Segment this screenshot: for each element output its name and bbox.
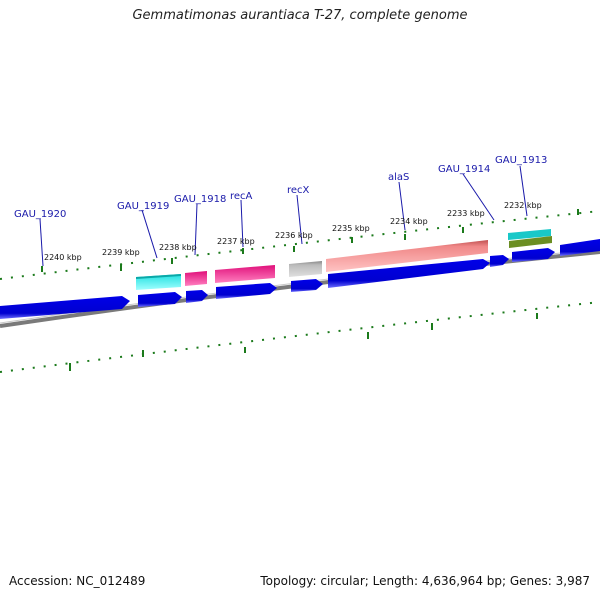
gene-label-gau-1919: GAU_1919 [117,201,169,212]
gene-labels: GAU_1920 GAU_1919 GAU_1918 recA recX ala… [14,155,547,220]
position-labels: 2240 kbp 2239 kbp 2238 kbp 2237 kbp 2236… [44,201,542,262]
gene-label-reca: recA [230,191,253,202]
cds-arrow-alas [328,259,490,288]
position-label-2239: 2239 kbp [102,248,140,257]
position-label-2238: 2238 kbp [159,243,197,252]
cds-arrow-next [560,239,600,256]
gene-label-gau-1913: GAU_1913 [495,155,547,166]
feature-reca [215,265,275,283]
cds-arrow-gau-1920 [0,296,130,319]
gene-label-gau-1918: GAU_1918 [174,194,226,205]
genome-summary-text: Topology: circular; Length: 4,636,964 bp… [260,574,590,588]
feature-track [136,229,552,290]
cds-arrow-gau-1918 [186,290,208,303]
position-label-2236: 2236 kbp [275,231,313,240]
map-title: Gemmatimonas aurantiaca T-27, complete g… [132,8,468,23]
gene-label-gau-1914: GAU_1914 [438,164,490,175]
position-label-2234: 2234 kbp [390,217,428,226]
feature-recx [289,261,322,277]
feature-gau-1913-olive [509,236,552,248]
cds-arrow-recx [291,279,323,292]
cds-arrow-reca [216,283,277,299]
cds-arrow-gau-1914 [490,255,509,267]
position-label-2240: 2240 kbp [44,253,82,262]
feature-gau-1918 [185,271,207,286]
cds-arrow-gau-1913 [512,248,555,262]
position-label-2232: 2232 kbp [504,201,542,210]
cds-arrow-gau-1919 [138,292,182,307]
cds-track [0,239,600,319]
position-label-2235: 2235 kbp [332,224,370,233]
label-leaders [39,165,528,267]
position-label-2233: 2233 kbp [447,209,485,218]
gene-label-gau-1920: GAU_1920 [14,209,66,220]
gene-label-alas: alaS [388,172,409,183]
feature-alas [326,240,488,272]
gene-label-recx: recX [287,185,310,196]
accession-text: Accession: NC_012489 [9,574,146,588]
feature-gau-1913-cyan [508,229,551,240]
position-label-2237: 2237 kbp [217,237,255,246]
